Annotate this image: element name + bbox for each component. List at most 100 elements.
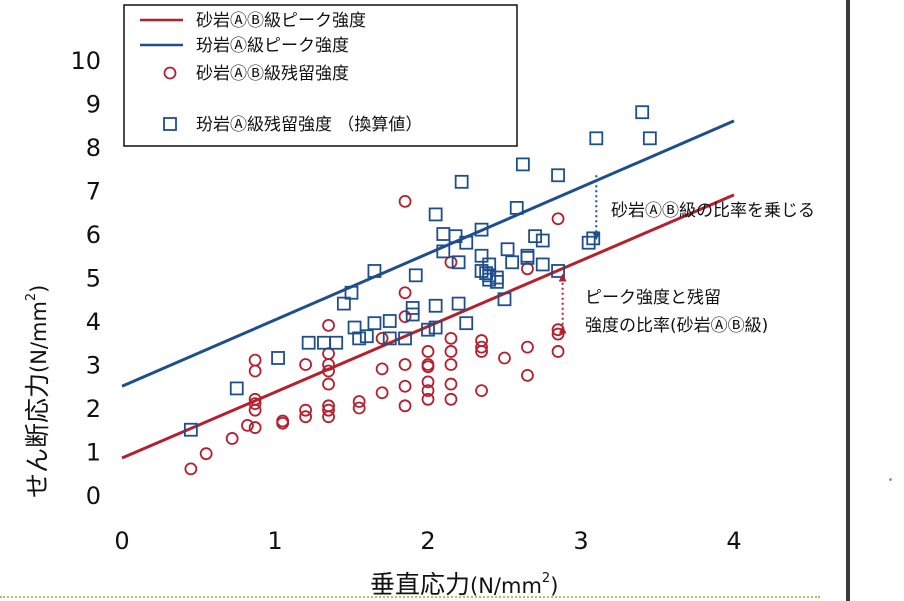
- point-sandstone-residual: [248, 421, 262, 434]
- point-sandstone-residual: [475, 345, 488, 358]
- point-sandstone-residual: [475, 340, 488, 354]
- point-sandstone-residual: [444, 331, 458, 345]
- point-sandstone-residual: [322, 377, 335, 391]
- legend: 砂岩ⒶⒷ級ピーク強度 玢岩Ⓐ級ピーク強度 砂岩ⒶⒷ級残留強度 玢岩Ⓐ級残留強度 …: [123, 4, 518, 147]
- data-points: [183, 105, 657, 476]
- page-divider-right: [846, 0, 850, 601]
- point-porphyrite-residual: [329, 335, 344, 350]
- point-sandstone-residual: [248, 364, 262, 378]
- point-sandstone-residual: [521, 368, 534, 382]
- point-porphyrite-residual: [436, 227, 451, 241]
- point-porphyrite-residual: [421, 322, 435, 337]
- y-tick-label: 5: [86, 265, 101, 293]
- annotation-ratio-multiply: 砂岩ⒶⒷ級の比率を乗じる: [611, 201, 815, 221]
- point-porphyrite-residual: [428, 320, 443, 335]
- point-porphyrite-residual: [382, 331, 397, 346]
- point-porphyrite-residual: [551, 264, 565, 278]
- y-tick-label: 0: [86, 482, 101, 510]
- point-sandstone-residual: [421, 392, 435, 406]
- point-porphyrite-residual: [436, 244, 451, 259]
- point-porphyrite-residual: [382, 314, 397, 328]
- point-sandstone-residual: [444, 377, 458, 391]
- y-tick-label: 9: [86, 91, 101, 119]
- point-porphyrite-residual: [482, 272, 497, 287]
- y-tick-label: 6: [86, 221, 101, 249]
- point-sandstone-residual: [322, 403, 335, 417]
- point-porphyrite-residual: [586, 231, 601, 246]
- point-porphyrite-residual: [581, 235, 596, 250]
- point-porphyrite-residual: [428, 207, 443, 222]
- point-sandstone-residual: [241, 418, 254, 432]
- trend-lines: [121, 119, 735, 460]
- point-porphyrite-residual: [336, 296, 351, 311]
- point-porphyrite-residual: [359, 329, 374, 344]
- point-porphyrite-residual: [535, 257, 550, 272]
- point-sandstone-residual: [444, 392, 458, 406]
- point-sandstone-residual: [276, 414, 290, 428]
- point-porphyrite-residual: [229, 381, 244, 396]
- x-tick-label: 4: [726, 527, 741, 555]
- point-porphyrite-residual: [459, 235, 474, 250]
- page-divider-bottom: [0, 596, 820, 598]
- point-porphyrite-residual: [405, 301, 420, 315]
- y-tick-label: 4: [86, 308, 101, 336]
- point-sandstone-residual: [521, 262, 534, 276]
- point-sandstone-residual: [551, 345, 565, 358]
- point-porphyrite-residual: [352, 331, 367, 346]
- page-speck: [889, 478, 892, 481]
- point-sandstone-residual: [299, 410, 313, 424]
- point-sandstone-residual: [551, 212, 565, 226]
- point-sandstone-residual: [398, 286, 412, 300]
- point-porphyrite-residual: [505, 255, 520, 270]
- x-tick-labels: 0 1 2 3 4: [114, 527, 741, 555]
- trend-line-0: [121, 193, 735, 460]
- point-sandstone-residual: [184, 462, 198, 476]
- point-porphyrite-residual: [183, 422, 198, 437]
- point-sandstone-residual: [352, 395, 366, 408]
- legend-label-sandstone-residual: 砂岩ⒶⒷ級残留強度: [196, 64, 349, 84]
- y-axis-title: せん断応力(N/mm2): [23, 285, 52, 498]
- y-tick-label: 2: [86, 395, 101, 423]
- point-sandstone-residual: [375, 386, 389, 400]
- y-tick-label: 7: [86, 178, 101, 206]
- annotation-peak-residual-line2: 強度の比率(砂岩ⒶⒷ級): [585, 316, 768, 336]
- point-sandstone-residual: [248, 403, 262, 417]
- point-sandstone-residual: [322, 364, 335, 378]
- point-porphyrite-residual: [428, 298, 443, 313]
- legend-label-sandstone-peak: 砂岩ⒶⒷ級ピーク強度: [196, 11, 366, 31]
- point-porphyrite-residual: [317, 335, 331, 350]
- point-porphyrite-residual: [347, 320, 362, 335]
- point-porphyrite-residual: [551, 168, 565, 183]
- point-sandstone-residual: [444, 345, 458, 358]
- point-sandstone-residual: [521, 340, 534, 354]
- point-sandstone-residual: [398, 194, 412, 208]
- point-sandstone-residual: [299, 403, 313, 417]
- point-sandstone-residual: [248, 353, 262, 367]
- annotation-peak-residual-line1: ピーク強度と残留: [585, 288, 721, 308]
- trend-line-1: [121, 119, 735, 388]
- point-porphyrite-residual: [474, 222, 489, 237]
- point-porphyrite-residual: [497, 292, 512, 307]
- point-sandstone-residual: [398, 358, 412, 371]
- y-tick-labels: 0 1 2 3 4 5 6 7 8 9 10: [70, 47, 101, 510]
- x-tick-label: 0: [114, 527, 129, 555]
- point-porphyrite-residual: [398, 331, 412, 346]
- y-tick-label: 3: [86, 352, 101, 380]
- annotations: [558, 175, 601, 334]
- x-tick-label: 3: [573, 527, 588, 555]
- point-porphyrite-residual: [408, 268, 423, 283]
- point-sandstone-residual: [444, 255, 458, 269]
- point-porphyrite-residual: [482, 257, 497, 272]
- point-porphyrite-residual: [500, 242, 515, 257]
- point-sandstone-residual: [322, 358, 335, 371]
- y-tick-label: 1: [86, 439, 101, 467]
- point-porphyrite-residual: [509, 200, 524, 215]
- point-sandstone-residual: [475, 384, 488, 398]
- point-sandstone-residual: [199, 447, 213, 461]
- point-porphyrite-residual: [451, 255, 466, 270]
- point-sandstone-residual: [498, 351, 511, 365]
- point-porphyrite-residual: [454, 174, 469, 189]
- point-porphyrite-residual: [589, 131, 604, 146]
- point-sandstone-residual: [421, 345, 435, 358]
